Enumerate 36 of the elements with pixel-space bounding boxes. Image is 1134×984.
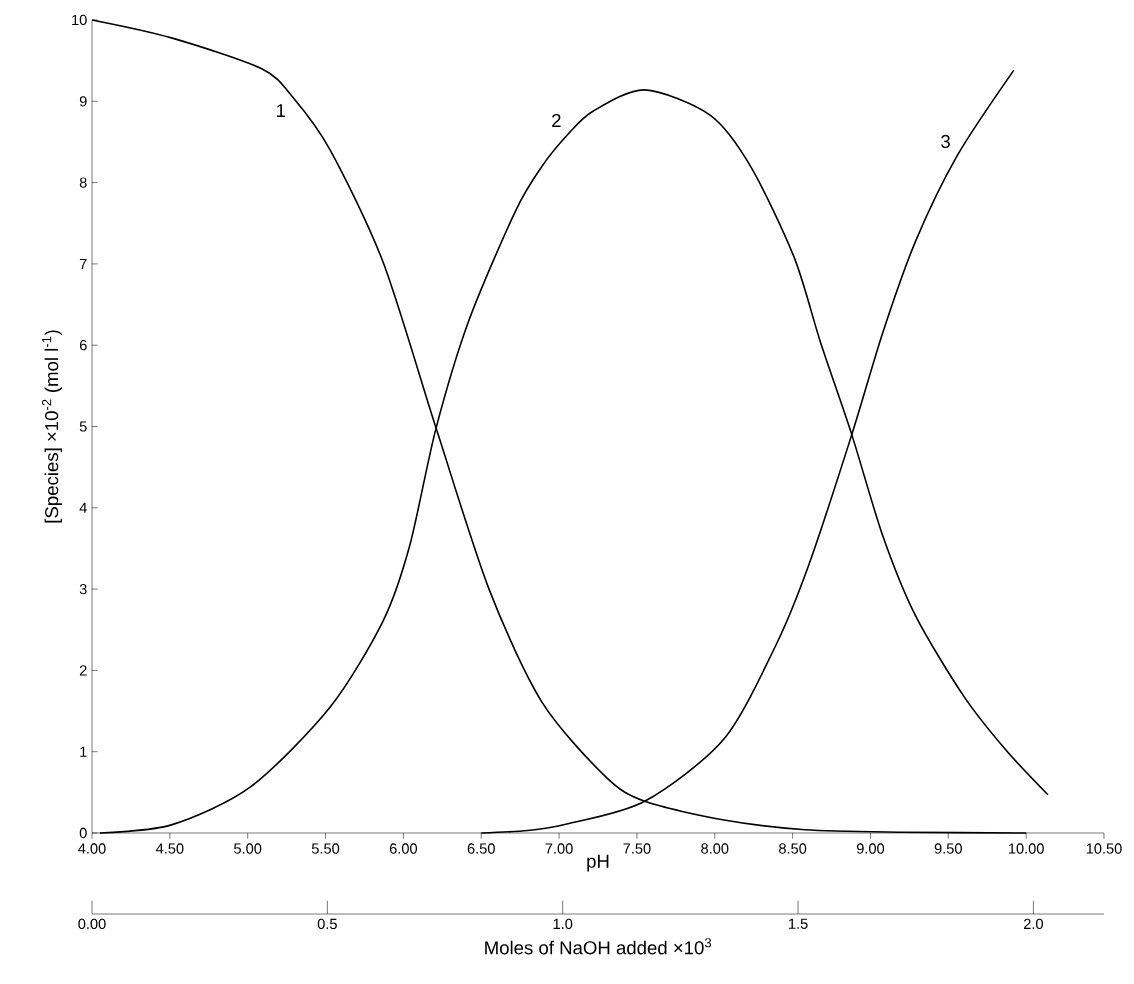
x-tick-label: 9.50	[934, 843, 962, 854]
x-tick-label: 10.00	[1008, 843, 1044, 854]
x-tick-label: 7.50	[623, 843, 651, 854]
x-tick-label: 6.00	[389, 843, 418, 854]
x-tick-label: 4.50	[155, 843, 184, 854]
x-tick-label: 7.00	[545, 843, 573, 854]
y-tick-label: 6	[79, 340, 87, 351]
x-tick-label: 6.50	[467, 843, 495, 854]
y-tick-label: 9	[79, 96, 87, 107]
x-axis-title: pH	[587, 854, 609, 872]
x2-tick-label: 0.5	[317, 918, 337, 930]
y-tick-label: 3	[79, 583, 87, 595]
y-tick-label: 5	[79, 421, 87, 432]
x2-tick-label: 1.5	[789, 918, 808, 929]
y-tick-label: 10	[72, 14, 87, 26]
annotation: 2	[552, 113, 561, 127]
y-tick-label: 7	[79, 258, 87, 269]
y-tick-label: 2	[79, 665, 87, 676]
x2-tick-label: 1.0	[553, 918, 573, 930]
y-tick-label: 0	[79, 827, 87, 839]
x-tick-label: 10.50	[1086, 843, 1122, 854]
x2-tick-label: 0.00	[78, 918, 106, 930]
y-tick-label: 4	[79, 502, 87, 513]
annotation: 3	[941, 134, 950, 149]
annotation: 1	[277, 104, 286, 117]
x-tick-label: 9.00	[856, 843, 885, 854]
x-tick-label: 4.00	[78, 843, 106, 854]
x-tick-label: 5.00	[234, 843, 262, 854]
x-tick-label: 8.00	[701, 843, 729, 854]
x-tick-label: 5.50	[311, 843, 340, 854]
x2-axis-title: Moles of NaOH added ×10$^{3}$	[485, 938, 712, 955]
x2-tick-label: 2.0	[1023, 918, 1043, 930]
x-tick-label: 8.50	[779, 843, 807, 854]
y-tick-label: 1	[80, 746, 87, 757]
y-tick-label: 8	[79, 177, 87, 188]
y-axis-title: [Species] ×10$^{-2}$ (mol l$^{-1}$)	[42, 330, 62, 523]
